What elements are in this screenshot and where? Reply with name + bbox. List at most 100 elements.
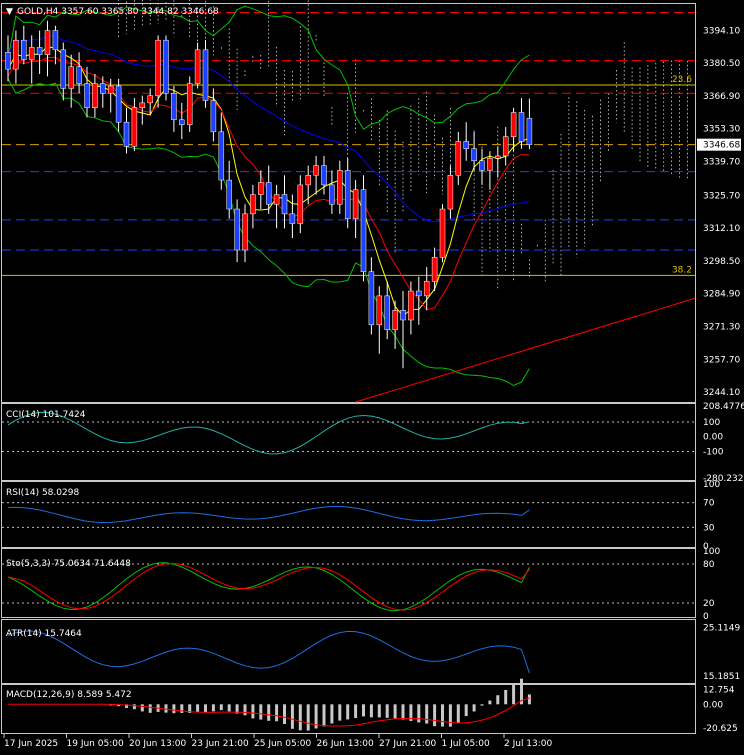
bearish-candle bbox=[5, 51, 11, 70]
bullish-candle bbox=[392, 310, 398, 330]
bearish-candle bbox=[463, 141, 469, 149]
bearish-candle bbox=[289, 213, 296, 224]
price-tick-label: 3353.30 bbox=[703, 125, 740, 135]
time-tick-label: 20 Jun 13:00 bbox=[129, 739, 186, 749]
atr-label: ATR(14) 15.7464 bbox=[6, 629, 82, 639]
bearish-candle bbox=[226, 179, 232, 210]
indicator-tick-label: -280.2323 bbox=[703, 474, 744, 484]
bearish-candle bbox=[281, 194, 288, 215]
bullish-candle bbox=[44, 30, 51, 55]
bearish-candle bbox=[518, 112, 525, 142]
rsi-pane-frame bbox=[1, 481, 696, 548]
macd-signal-line bbox=[8, 697, 530, 727]
bearish-candle bbox=[100, 83, 106, 94]
bearish-candle bbox=[123, 121, 130, 147]
indicator-tick-label: 80 bbox=[703, 560, 715, 570]
bearish-candle bbox=[400, 310, 406, 321]
price-tick-label: 3271.30 bbox=[703, 323, 740, 333]
cci-pane-frame bbox=[1, 403, 696, 481]
price-tick-label: 3325.70 bbox=[703, 191, 740, 201]
rsi-label: RSI(14) 58.0298 bbox=[6, 488, 79, 498]
bullish-candle bbox=[186, 83, 193, 125]
price-tick-label: 3380.50 bbox=[703, 59, 740, 69]
indicator-tick-label: 15.1851 bbox=[703, 672, 740, 682]
cci-label: CCI(14) 101.7424 bbox=[6, 410, 86, 420]
bullish-candle bbox=[447, 175, 454, 210]
bullish-candle bbox=[92, 83, 98, 108]
indicator-tick-label: -100 bbox=[703, 447, 724, 457]
bearish-candle bbox=[384, 295, 390, 330]
price-tick-label: 3284.90 bbox=[703, 290, 740, 300]
bearish-candle bbox=[360, 189, 367, 272]
bollinger-lower-line bbox=[7, 78, 530, 387]
bullish-candle bbox=[258, 182, 264, 195]
bullish-candle bbox=[13, 39, 19, 70]
price-tick-label: 3257.70 bbox=[703, 355, 740, 365]
symbol-header: GOLD,H4 3357.60 3365.80 3344.82 3346.68 bbox=[17, 7, 219, 17]
bearish-candle bbox=[171, 92, 177, 121]
price-pane: 23.6 38.2 bbox=[2, 0, 696, 403]
bullish-candle bbox=[352, 189, 359, 219]
current-price-box bbox=[697, 138, 741, 151]
bearish-candle bbox=[479, 160, 485, 171]
bearish-candle bbox=[36, 47, 43, 55]
stochastic-pane bbox=[2, 562, 695, 612]
price-tick-label: 3298.50 bbox=[703, 257, 740, 267]
bearish-candle bbox=[179, 119, 185, 125]
bearish-candle bbox=[321, 165, 327, 186]
time-tick-label: 1 Jul 05:00 bbox=[442, 739, 491, 749]
atr-pane-frame bbox=[1, 619, 696, 684]
bullish-candle bbox=[423, 281, 430, 297]
bearish-candle bbox=[416, 290, 422, 297]
indicator-tick-label: 0 bbox=[703, 612, 709, 622]
stochastic-main-line bbox=[7, 562, 530, 612]
time-tick-label: 25 Jun 05:00 bbox=[254, 739, 311, 749]
price-tick-label: 3366.90 bbox=[703, 92, 740, 102]
bullish-candle bbox=[487, 158, 493, 171]
bearish-candle bbox=[526, 118, 533, 145]
price-tick-label: 3394.10 bbox=[703, 26, 740, 36]
indicator-tick-label: -20.625 bbox=[703, 724, 738, 734]
bearish-candle bbox=[21, 39, 27, 60]
indicator-tick-label: 20 bbox=[703, 599, 715, 609]
bearish-candle bbox=[471, 148, 477, 162]
bearish-candle bbox=[202, 49, 209, 101]
bullish-candle bbox=[431, 257, 438, 282]
bullish-candle bbox=[502, 136, 509, 157]
bullish-candle bbox=[28, 47, 35, 60]
bullish-candle bbox=[131, 107, 138, 147]
price-tick-label: 3244.10 bbox=[703, 388, 740, 398]
time-tick-label: 26 Jun 13:00 bbox=[317, 739, 374, 749]
bearish-candle bbox=[76, 66, 82, 84]
bearish-candle bbox=[344, 170, 351, 219]
bearish-candle bbox=[210, 100, 217, 133]
indicator-tick-label: 0.00 bbox=[703, 700, 723, 710]
bullish-candle bbox=[313, 165, 319, 176]
bearish-candle bbox=[115, 85, 122, 123]
bullish-candle bbox=[439, 208, 446, 258]
bearish-candle bbox=[52, 30, 59, 51]
indicator-tick-label: 0 bbox=[703, 542, 709, 552]
indicator-tick-label: 25.1149 bbox=[703, 624, 740, 634]
atr-line bbox=[7, 630, 530, 674]
macd-label: MACD(12,26,9) 8.589 5.472 bbox=[6, 690, 132, 700]
bullish-candle bbox=[155, 39, 161, 96]
bearish-candle bbox=[234, 208, 240, 251]
fib-level-label: 23.6 bbox=[672, 75, 692, 85]
bullish-candle bbox=[305, 175, 311, 186]
stochastic-pane-frame bbox=[1, 548, 696, 618]
atr-pane bbox=[7, 630, 530, 674]
bullish-candle bbox=[495, 155, 501, 159]
bearish-candle bbox=[163, 39, 169, 94]
chart-menu-arrow-icon[interactable]: ▼ bbox=[6, 7, 13, 17]
bullish-candle bbox=[297, 184, 304, 224]
indicator-tick-label: 30 bbox=[703, 523, 715, 533]
indicator-tick-label: 208.4776 bbox=[703, 402, 744, 412]
bullish-candle bbox=[408, 290, 414, 321]
bollinger-upper-line bbox=[7, 5, 530, 130]
time-tick-label: 27 Jun 21:00 bbox=[379, 739, 436, 749]
bullish-candle bbox=[68, 66, 74, 89]
rsi-pane bbox=[2, 502, 695, 528]
indicator-tick-label: 100 bbox=[703, 418, 720, 428]
